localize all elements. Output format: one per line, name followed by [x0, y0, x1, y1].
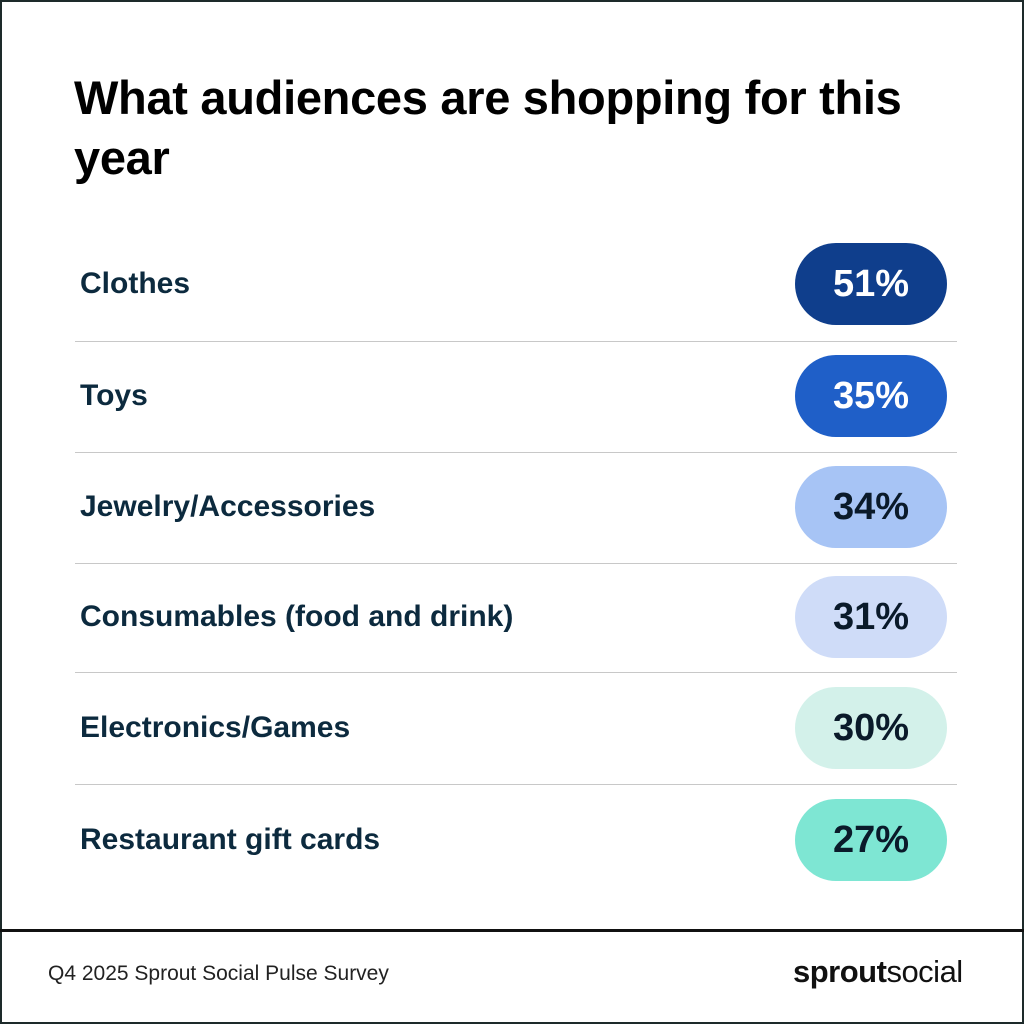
chart-title: What audiences are shopping for this yea…	[74, 71, 902, 184]
table-row: Restaurant gift cards 27%	[75, 785, 957, 895]
value-pill: 51%	[795, 243, 947, 325]
logo-light: social	[886, 954, 963, 989]
row-divider	[75, 452, 957, 453]
value-pill: 30%	[795, 687, 947, 769]
table-row: Consumables (food and drink) 31%	[75, 562, 957, 672]
footer-divider	[0, 929, 1024, 932]
logo-bold: sprout	[793, 954, 887, 989]
category-label: Consumables (food and drink)	[80, 600, 514, 633]
source-note: Q4 2025 Sprout Social Pulse Survey	[48, 962, 389, 985]
sprout-social-logo: sproutsocial	[793, 954, 963, 990]
table-row: Clothes 51%	[75, 229, 957, 339]
row-divider	[75, 784, 957, 785]
category-label: Restaurant gift cards	[80, 823, 381, 856]
row-divider	[75, 563, 957, 564]
value-pill: 35%	[795, 355, 947, 437]
category-label: Electronics/Games	[80, 711, 351, 744]
category-label: Toys	[80, 379, 148, 412]
category-label: Clothes	[80, 267, 191, 300]
table-row: Jewelry/Accessories 34%	[75, 452, 957, 562]
value-pill: 31%	[795, 576, 947, 658]
category-label: Jewelry/Accessories	[80, 490, 376, 523]
table-row: Electronics/Games 30%	[75, 673, 957, 783]
table-row: Toys 35%	[75, 341, 957, 451]
row-divider	[75, 672, 957, 673]
value-pill: 27%	[795, 799, 947, 881]
value-pill: 34%	[795, 466, 947, 548]
row-divider	[75, 341, 957, 342]
